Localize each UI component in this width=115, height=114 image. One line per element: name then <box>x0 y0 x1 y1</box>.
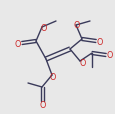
Text: O: O <box>39 101 46 110</box>
Text: O: O <box>40 23 47 32</box>
Text: O: O <box>96 37 102 46</box>
Text: O: O <box>79 58 85 67</box>
Text: O: O <box>73 20 79 29</box>
Text: O: O <box>106 51 112 60</box>
Text: O: O <box>15 39 21 48</box>
Text: O: O <box>49 73 56 82</box>
